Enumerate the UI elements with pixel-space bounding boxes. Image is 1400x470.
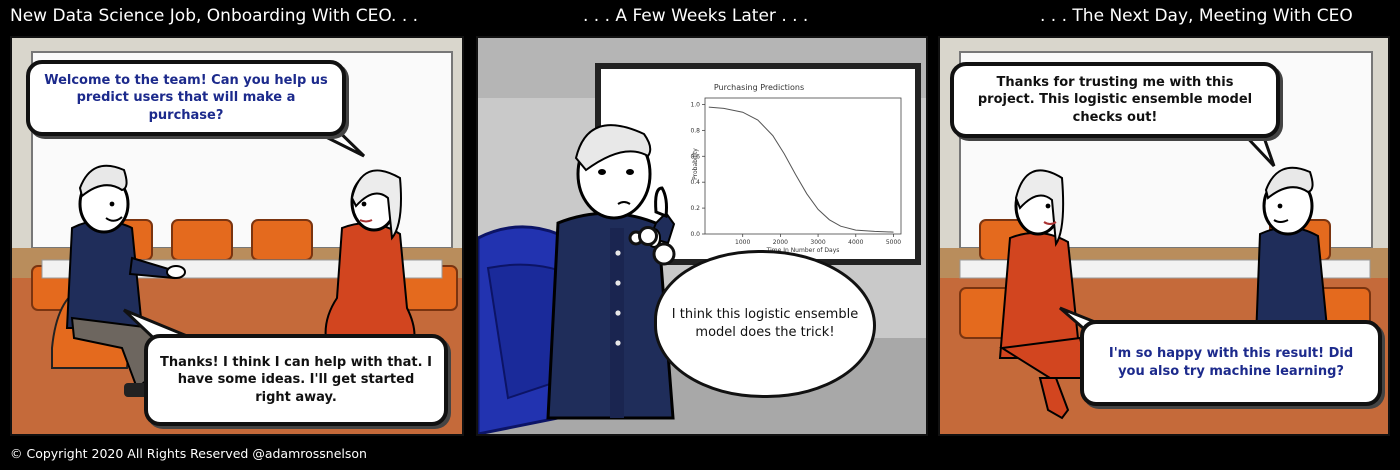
y-tick-label: 0.8: [690, 127, 700, 134]
thought-dot-small: [638, 226, 658, 246]
comic-panel-1: Welcome to the team! Can you help us pre…: [10, 36, 464, 436]
x-tick-label: 1000: [735, 239, 750, 246]
ceo-speech-bubble: Welcome to the team! Can you help us pre…: [26, 60, 346, 136]
y-tick-label: 0.0: [690, 231, 700, 238]
caption-panel-1: New Data Science Job, Onboarding With CE…: [10, 6, 418, 26]
employee-speech-bubble: Thanks! I think I can help with that. I …: [144, 334, 448, 426]
thought-bubble: I think this logistic ensemble model doe…: [654, 250, 876, 398]
x-tick-label: 3000: [810, 239, 825, 246]
chart-axes: [705, 98, 901, 234]
x-tick-label: 2000: [773, 239, 788, 246]
comic-panel-2: Purchasing Predictions Probability Time …: [476, 36, 928, 436]
chart-series-line: [709, 107, 894, 232]
x-tick-label: 4000: [848, 239, 863, 246]
y-tick-label: 0.6: [690, 153, 700, 160]
caption-panel-3: . . . The Next Day, Meeting With CEO: [1040, 6, 1353, 26]
chart-title: Purchasing Predictions: [714, 83, 804, 92]
copyright-notice: © Copyright 2020 All Rights Reserved @ad…: [10, 446, 367, 461]
chart-ticks: 1000 2000 3000 4000 5000 0.0 0.2 0.4 0.6 0.8 1.0: [690, 101, 901, 246]
y-tick-label: 0.4: [690, 179, 700, 186]
chart-plot-frame: [705, 98, 901, 234]
ceo-speech-bubble: I'm so happy with this result! Did you a…: [1080, 320, 1382, 406]
y-tick-label: 0.2: [690, 205, 700, 212]
caption-panel-2: . . . A Few Weeks Later . . .: [583, 6, 808, 26]
x-tick-label: 5000: [886, 239, 901, 246]
y-tick-label: 1.0: [690, 101, 700, 108]
comic-panel-3: Thanks for trusting me with this project…: [938, 36, 1390, 436]
employee-speech-bubble: Thanks for trusting me with this project…: [950, 62, 1280, 138]
